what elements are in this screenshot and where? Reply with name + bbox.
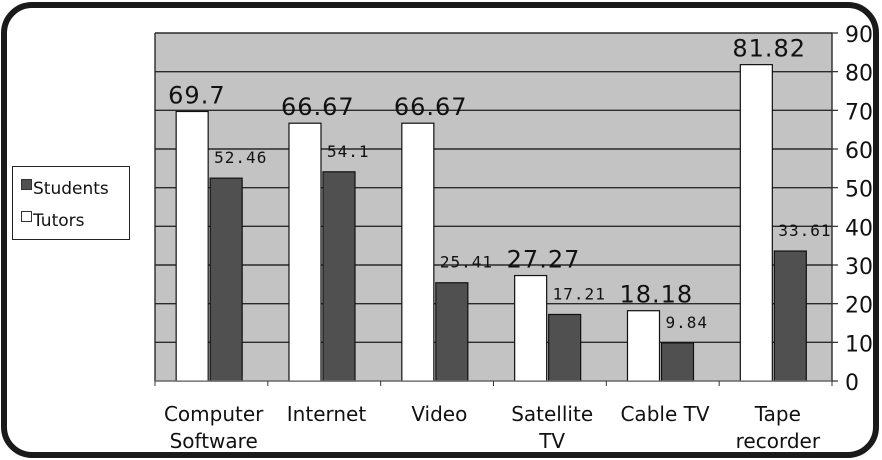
bar-tutors: [739, 64, 773, 382]
bar-tutors: [626, 310, 661, 382]
data-label-students: 17.21: [553, 284, 606, 303]
y-tick-label: 90: [845, 23, 873, 48]
bar-students: [322, 171, 356, 382]
y-tick-label: 70: [845, 100, 873, 125]
data-label-tutors: 69.7: [168, 81, 225, 109]
bar-students: [660, 342, 695, 382]
data-label-tutors: 66.67: [281, 93, 355, 121]
bar-students: [209, 177, 243, 382]
bar-students: [548, 313, 582, 382]
x-tick-label: recorder: [736, 429, 821, 453]
data-label-tutors: 81.82: [732, 35, 806, 63]
y-tick-label: 40: [845, 216, 873, 241]
plot-area: [155, 33, 832, 381]
x-tick-label: Cable TV: [620, 402, 709, 426]
data-label-tutors: 27.27: [507, 246, 581, 274]
bar-tutors: [288, 122, 322, 382]
data-label-tutors: 18.18: [619, 281, 693, 309]
bars: [175, 64, 807, 382]
data-label-tutors: 66.67: [394, 93, 468, 121]
legend-item-students: Students: [21, 179, 109, 199]
x-tick-label: Internet: [287, 402, 367, 426]
x-tick-label: Computer: [164, 402, 264, 426]
y-tick-label: 50: [845, 178, 873, 203]
legend: Students Tutors: [12, 166, 130, 240]
x-tick-label: Video: [411, 402, 467, 426]
bar-tutors: [175, 110, 209, 382]
legend-item-tutors: Tutors: [21, 211, 85, 231]
data-labels: 69.7 52.46 66.67 54.1 66.67 25.41 27.27 17.21 18…: [168, 35, 831, 332]
data-label-students: 54.1: [327, 142, 370, 161]
legend-swatch-tutors: [21, 211, 32, 222]
x-tick-label: Satellite: [511, 402, 593, 426]
data-label-students: 9.84: [665, 313, 708, 332]
y-tick-label: 10: [845, 332, 873, 357]
bar-students: [773, 250, 807, 382]
y-tick-label: 0: [845, 371, 859, 396]
y-tick-label: 20: [845, 294, 873, 319]
x-tick-label: TV: [538, 429, 565, 453]
data-label-students: 25.41: [440, 253, 493, 272]
data-label-students: 33.61: [778, 221, 831, 240]
data-label-students: 52.46: [214, 148, 267, 167]
x-tick-label: Software: [170, 429, 258, 453]
legend-swatch-students: [21, 179, 32, 190]
bar-tutors: [401, 122, 435, 382]
legend-label-tutors: Tutors: [33, 211, 85, 231]
y-tick-label: 80: [845, 62, 873, 87]
x-tick-label: Tape: [754, 402, 801, 426]
bar-students: [435, 282, 469, 382]
bar-tutors: [514, 274, 548, 382]
y-tick-label: 30: [845, 255, 873, 280]
y-tick-label: 60: [845, 139, 873, 164]
axes: 0 10 20 30 40 50 60 70 80 90 Computer Software Inter…: [154, 23, 873, 453]
legend-label-students: Students: [33, 179, 109, 199]
